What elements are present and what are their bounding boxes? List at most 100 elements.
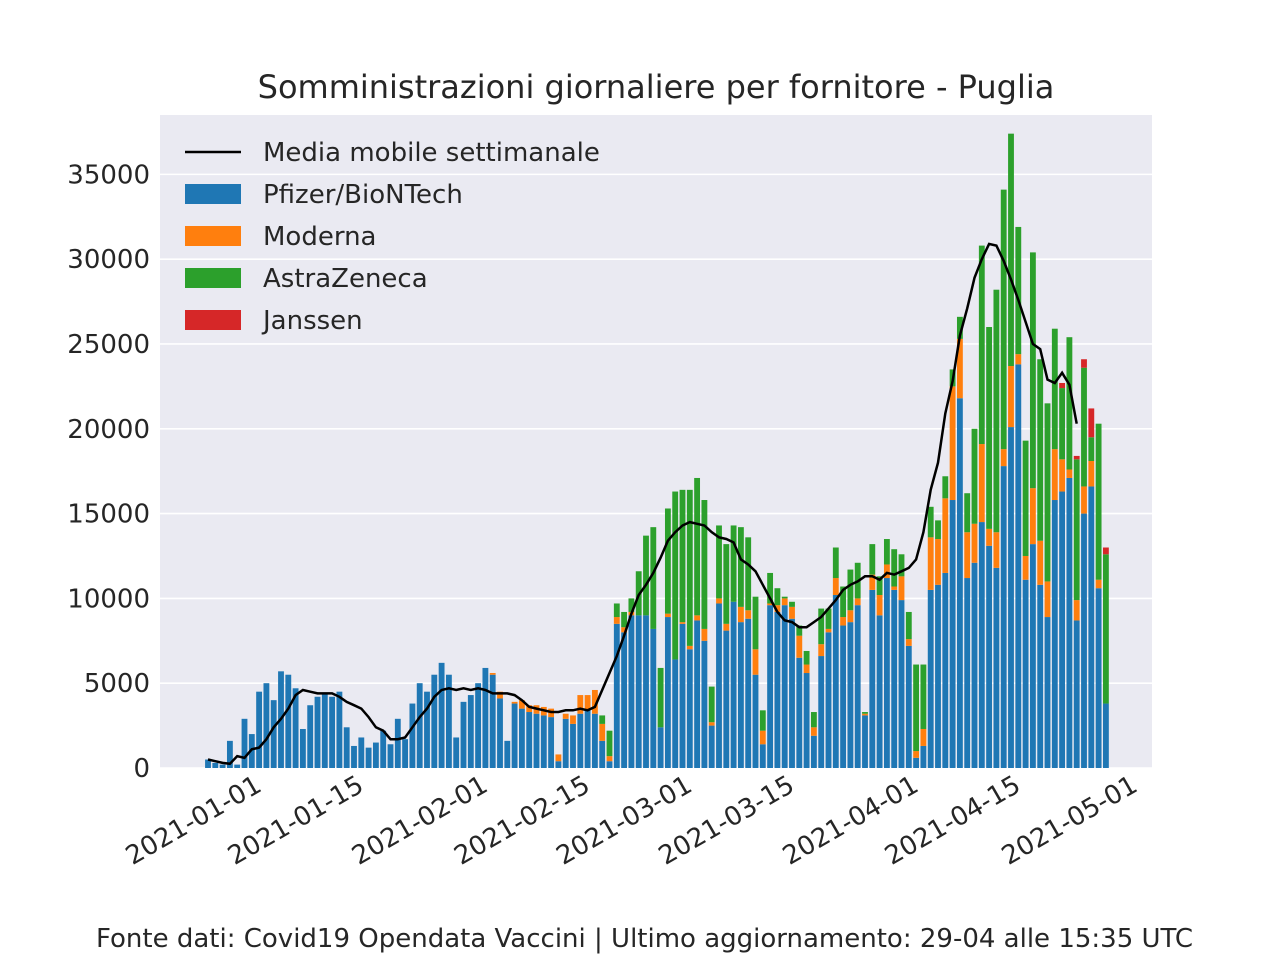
bar-segment: [219, 764, 226, 768]
bar-segment: [825, 632, 832, 768]
bar-segment: [913, 664, 920, 752]
bar-segment: [577, 713, 584, 768]
bar-segment: [898, 576, 905, 601]
bar-segment: [621, 611, 628, 628]
bar-segment: [708, 725, 715, 768]
bar-segment: [832, 594, 839, 768]
bar-segment: [329, 696, 336, 768]
bar-segment: [869, 544, 876, 575]
chart-title: Somministrazioni giornaliere per fornito…: [258, 68, 1055, 106]
bar-segment: [789, 606, 795, 619]
bar-segment: [1066, 337, 1073, 470]
bar-segment: [511, 703, 518, 768]
bar-segment: [869, 589, 876, 768]
bar-segment: [1044, 581, 1051, 618]
bar-segment: [1037, 359, 1044, 541]
bar-segment: [745, 610, 752, 619]
bar-segment: [854, 605, 861, 768]
bar-segment: [664, 613, 671, 618]
bar-segment: [518, 708, 525, 768]
bar-segment: [920, 745, 927, 768]
bar-segment: [467, 695, 474, 768]
bar-segment: [1008, 366, 1014, 428]
bar-segment: [475, 683, 482, 768]
bar-segment: [883, 564, 890, 579]
bar-segment: [234, 764, 241, 768]
bar-segment: [445, 674, 452, 768]
bar-segment: [883, 578, 890, 768]
bar-segment: [810, 727, 817, 736]
bar-segment: [628, 598, 635, 612]
bar-segment: [905, 639, 912, 646]
bar-segment: [1015, 226, 1022, 355]
bar-segment: [1029, 252, 1036, 489]
bar-segment: [803, 650, 810, 665]
bar-segment: [737, 527, 744, 607]
bar-segment: [511, 701, 518, 704]
bar-segment: [394, 718, 401, 768]
bar-segment: [1059, 459, 1066, 492]
bar-segment: [1088, 408, 1095, 438]
bar-segment: [767, 603, 774, 606]
bar-segment: [803, 664, 810, 674]
bar-segment: [1044, 617, 1051, 768]
bar-segment: [263, 683, 270, 768]
bar-segment: [570, 715, 576, 724]
bar-segment: [847, 610, 854, 623]
y-tick-label: 5000: [84, 669, 150, 699]
bar-segment: [256, 691, 263, 768]
bar-segment: [869, 574, 876, 590]
bar-segment: [1008, 133, 1014, 367]
bar-segment: [380, 730, 387, 768]
bar-segment: [1029, 544, 1036, 768]
bar-segment: [978, 245, 985, 445]
bar-segment: [1000, 189, 1007, 450]
bar-segment: [686, 645, 693, 650]
bar-segment: [949, 386, 956, 501]
bar-segment: [1051, 449, 1058, 501]
bar-segment: [701, 640, 708, 768]
y-axis-ticks: 0 5000 10000 15000 20000 25000 30000 35000: [67, 160, 150, 784]
bar-segment: [314, 696, 321, 768]
bar-segment: [956, 316, 963, 339]
bar-segment: [1000, 466, 1007, 768]
bar-segment: [876, 594, 883, 616]
bar-segment: [679, 622, 686, 624]
bar-segment: [548, 717, 555, 768]
bar-segment: [716, 525, 722, 599]
bar-segment: [1088, 437, 1095, 462]
bar-segment: [1059, 491, 1066, 768]
bar-segment: [767, 605, 774, 768]
bar-segment: [664, 508, 671, 614]
bar-segment: [986, 528, 993, 546]
bar-segment: [920, 664, 927, 729]
bar-segment: [847, 622, 854, 768]
bar-segment: [643, 535, 649, 616]
bar-segment: [898, 554, 905, 577]
bar-segment: [905, 645, 912, 768]
bar-segment: [883, 539, 890, 565]
bar-segment: [730, 601, 737, 768]
bar-segment: [862, 713, 868, 716]
bar-segment: [716, 603, 722, 768]
bar-segment: [862, 715, 868, 768]
bar-segment: [862, 712, 868, 714]
bar-segment: [847, 569, 854, 611]
bar-segment: [1059, 388, 1066, 460]
bar-segment: [1088, 486, 1095, 768]
bar-segment: [497, 698, 503, 768]
bar-segment: [796, 657, 803, 768]
bar-segment: [1037, 540, 1044, 585]
legend-label: Media mobile settimanale: [263, 138, 600, 168]
bar-segment: [876, 615, 883, 768]
bar-segment: [774, 605, 781, 612]
bar-segment: [292, 688, 299, 768]
bar-segment: [942, 476, 949, 499]
bar-segment: [241, 718, 248, 768]
bar-segment: [964, 532, 971, 579]
bar-segment: [935, 539, 941, 585]
bar-segment: [876, 576, 883, 595]
bar-segment: [562, 718, 569, 768]
bar-segment: [635, 615, 642, 768]
y-tick-label: 15000: [67, 500, 150, 530]
